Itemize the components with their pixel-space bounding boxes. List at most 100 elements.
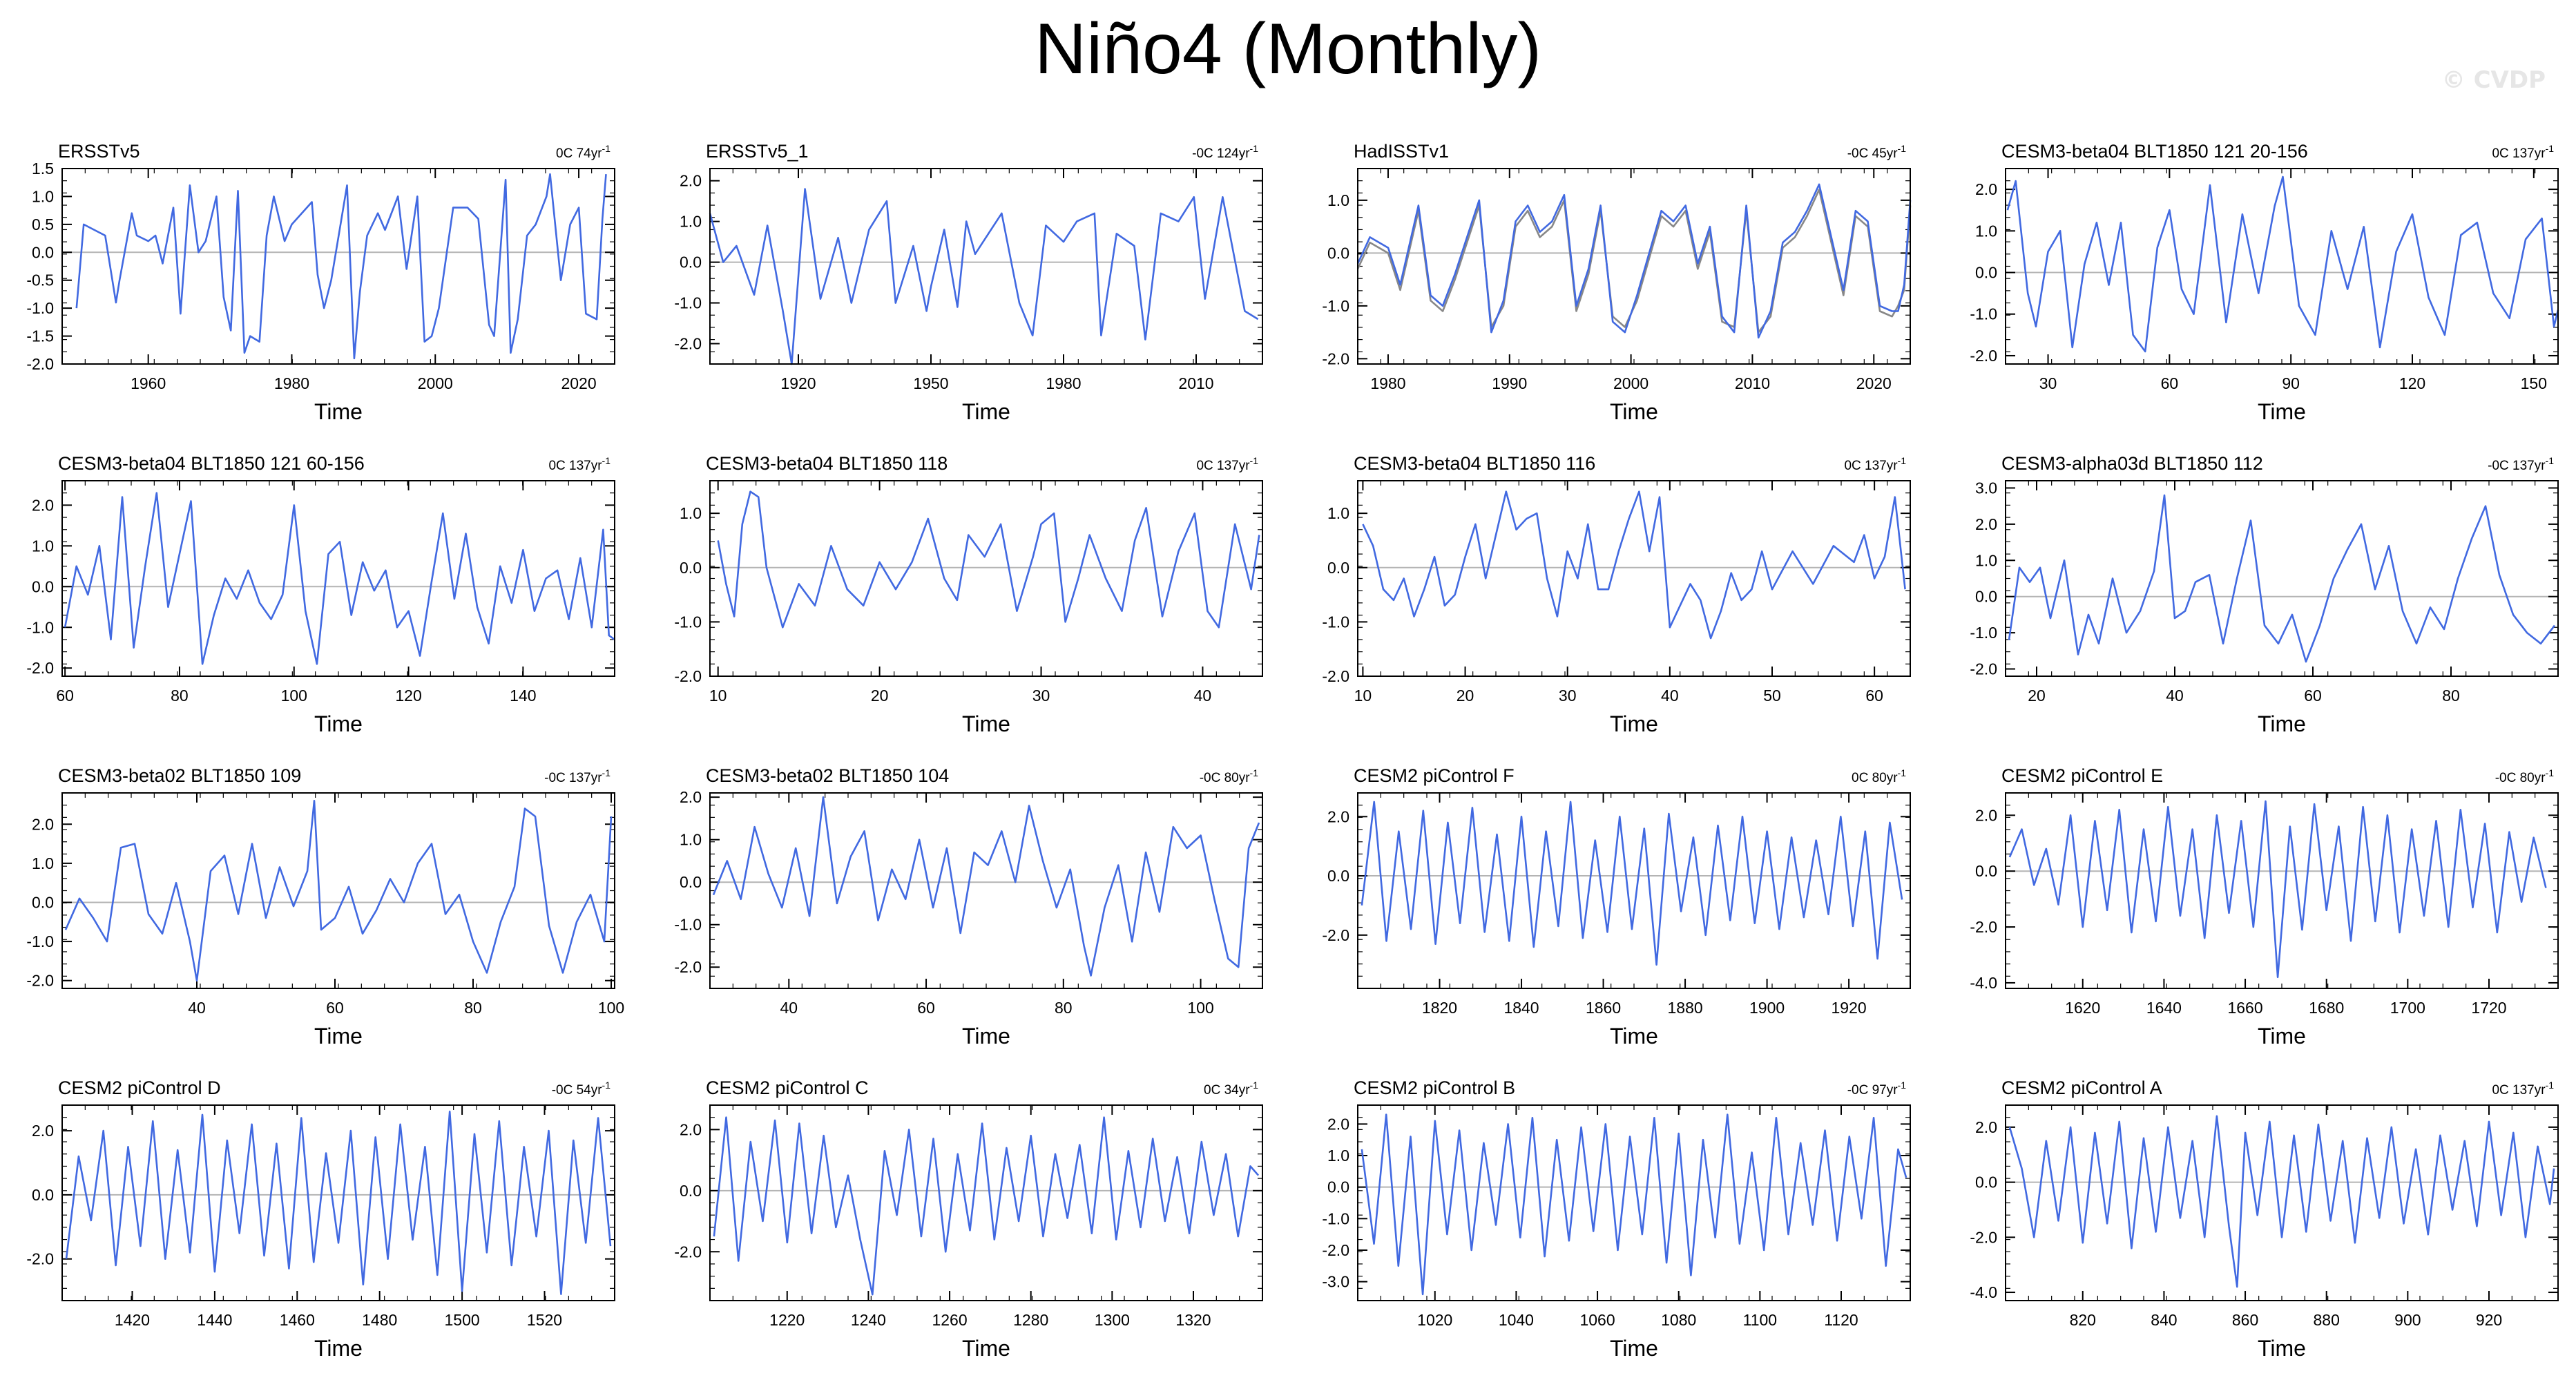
y-tick-label: -1.5 [26, 327, 54, 345]
y-tick-label: 1.0 [1975, 551, 1997, 569]
x-axis-label: Time [314, 711, 363, 736]
x-tick-label: 880 [2314, 1311, 2340, 1329]
y-tick-label: 1.0 [32, 537, 54, 555]
y-tick-label: 2.0 [680, 172, 702, 190]
x-axis-label: Time [1610, 1024, 1658, 1048]
y-tick-label: 0.0 [32, 893, 54, 911]
trend-label: -0C 124yr-1 [1192, 143, 1258, 161]
x-axis-label: Time [314, 1024, 363, 1048]
x-tick-label: 10 [1354, 687, 1372, 705]
series-line [65, 1111, 612, 1295]
x-tick-label: 1100 [1743, 1311, 1777, 1329]
y-tick-label: -1.0 [1970, 624, 1997, 642]
chart-panel: -2.0 0.0 2.0 1820 1840 1860 1880 1900 1920 CESM2 … [1322, 765, 1911, 1048]
chart-panel: -2.0 -1.0 0.0 1.0 2.0 1920 1950 1980 2010 ERSSTv5… [674, 141, 1263, 424]
trend-label: 0C 137yr-1 [548, 455, 611, 473]
y-tick-label: -2.0 [1970, 660, 1997, 678]
y-tick-label: -1.0 [26, 299, 54, 317]
x-tick-label: 1700 [2390, 999, 2425, 1017]
x-tick-label: 150 [2521, 374, 2547, 392]
y-tick-label: -2.0 [674, 667, 702, 685]
trend-label: 0C 80yr-1 [1852, 767, 1906, 785]
x-axis-label: Time [2258, 1024, 2306, 1048]
y-tick-label: 0.0 [1327, 1178, 1349, 1196]
x-tick-label: 1420 [115, 1311, 150, 1329]
x-tick-label: 40 [1661, 687, 1679, 705]
series-line [1361, 801, 1903, 966]
x-tick-label: 1980 [1046, 374, 1081, 392]
y-tick-label: -1.0 [1322, 613, 1349, 631]
x-tick-label: 100 [281, 687, 307, 705]
x-tick-label: 100 [1187, 999, 1213, 1017]
x-tick-label: 920 [2476, 1311, 2502, 1329]
y-tick-label: 1.0 [1327, 504, 1349, 522]
y-tick-label: 1.0 [680, 213, 702, 231]
chart-panel: -4.0 -2.0 0.0 2.0 1620 1640 1660 1680 1700 1720 CE… [1970, 765, 2559, 1048]
x-tick-label: 1660 [2227, 999, 2262, 1017]
series-line [712, 796, 1260, 977]
x-tick-label: 1320 [1175, 1311, 1211, 1329]
trend-label: -0C 97yr-1 [1847, 1080, 1907, 1098]
plot-frame [2005, 1104, 2559, 1301]
panel-title: CESM3-beta04 BLT1850 116 [1354, 453, 1595, 474]
x-tick-label: 2020 [1856, 374, 1892, 392]
series-line [64, 800, 613, 981]
y-tick-label: 2.0 [680, 1120, 702, 1138]
y-tick-label: 0.0 [32, 577, 54, 595]
y-tick-label: 1.0 [680, 831, 702, 849]
y-tick-label: -2.0 [1322, 1241, 1349, 1259]
x-tick-label: 1920 [780, 374, 816, 392]
x-tick-label: 1020 [1417, 1311, 1452, 1329]
y-tick-label: 0.0 [1327, 867, 1349, 885]
x-tick-label: 1620 [2065, 999, 2100, 1017]
y-tick-label: -2.0 [1322, 667, 1349, 685]
x-tick-label: 90 [2282, 374, 2300, 392]
x-tick-label: 1820 [1422, 999, 1457, 1017]
y-tick-label: -2.0 [1322, 349, 1349, 367]
panel-title: ERSSTv5_1 [706, 141, 809, 162]
chart-panel: -2.0 0.0 2.0 1420 1440 1460 1480 1500 1520 CESM2 … [26, 1077, 615, 1361]
y-tick-label: 2.0 [32, 496, 54, 514]
chart-panel: -2.0 -1.0 0.0 1.0 2.0 60 80 100 120 140 CESM3-beta… [26, 453, 615, 736]
x-tick-label: 1520 [527, 1311, 562, 1329]
plot-frame [61, 1104, 615, 1301]
series-line [64, 492, 615, 665]
plot-frame [709, 168, 1263, 365]
y-tick-label: -1.0 [674, 294, 702, 312]
x-tick-label: 1080 [1661, 1311, 1696, 1329]
y-tick-label: 2.0 [1975, 515, 1997, 533]
plot-frame [709, 792, 1263, 989]
x-tick-label: 80 [464, 999, 482, 1017]
y-tick-label: 0.0 [680, 1182, 702, 1200]
trend-label: 0C 137yr-1 [1844, 455, 1906, 473]
chart-panel: -2.0 -1.0 0.0 1.0 2.0 3.0 20 40 60 80 CESM3-alpha0… [1970, 453, 2559, 736]
y-tick-label: 2.0 [32, 1122, 54, 1140]
y-tick-label: -2.0 [1970, 1228, 1997, 1246]
y-tick-label: 1.0 [1327, 1147, 1349, 1165]
plot-frame [1357, 792, 1911, 989]
x-tick-label: 60 [2161, 374, 2179, 392]
x-tick-label: 860 [2232, 1311, 2258, 1329]
panel-title: CESM2 piControl A [2001, 1077, 2162, 1098]
x-tick-label: 60 [2304, 687, 2322, 705]
y-tick-label: -2.0 [674, 958, 702, 976]
plot-frame [2005, 168, 2559, 365]
x-tick-label: 20 [2028, 687, 2046, 705]
x-tick-label: 80 [2442, 687, 2460, 705]
y-tick-label: 0.0 [32, 1186, 54, 1204]
x-axis-label: Time [1610, 399, 1658, 424]
x-tick-label: 20 [1457, 687, 1474, 705]
y-tick-label: 1.0 [680, 504, 702, 522]
x-tick-label: 1960 [131, 374, 166, 392]
plot-frame [1357, 1104, 1911, 1301]
y-tick-label: 0.5 [32, 215, 54, 233]
series-line [1362, 490, 1906, 640]
y-tick-label: 0.0 [1327, 559, 1349, 577]
chart-panel: -2.0 -1.0 0.0 1.0 2.0 40 60 80 100 CESM3-beta02 B… [674, 765, 1263, 1048]
x-tick-label: 120 [395, 687, 421, 705]
x-tick-label: 60 [326, 999, 344, 1017]
x-tick-label: 40 [780, 999, 798, 1017]
y-tick-label: -4.0 [1970, 1283, 1997, 1301]
chart-panel: -2.0 -1.0 0.0 1.0 10 20 30 40 CESM3-beta04 BLT18… [674, 453, 1263, 736]
panel-title: HadISSTv1 [1354, 141, 1449, 162]
